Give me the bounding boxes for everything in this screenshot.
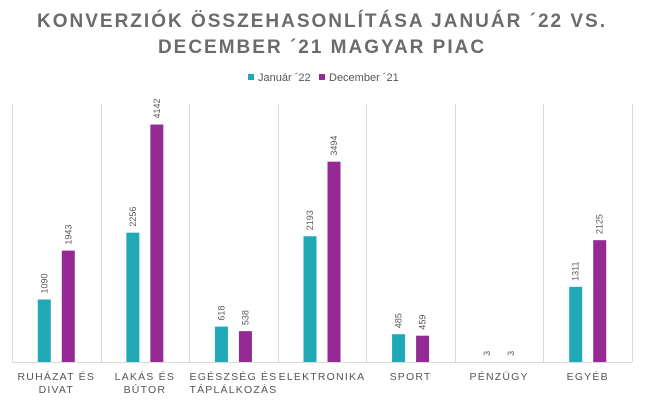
- category-label: EGÉSZSÉG ÉS: [189, 370, 277, 383]
- legend-label: Január ´22: [258, 72, 311, 84]
- bar: [416, 335, 430, 362]
- chart-title-line: KONVERZIÓK ÖSSZEHASONLÍTÁSA JANUÁR ´22 V…: [37, 10, 607, 32]
- data-label: 1943: [63, 225, 73, 245]
- bar: [593, 240, 607, 362]
- category-label: PÉNZÜGY: [470, 370, 529, 383]
- data-label: 3: [482, 351, 492, 356]
- category-label: ELEKTRONIKA: [279, 371, 366, 383]
- bar: [150, 124, 164, 362]
- legend-swatch: [248, 74, 254, 80]
- chart-title: KONVERZIÓK ÖSSZEHASONLÍTÁSA JANUÁR ´22 V…: [37, 10, 607, 58]
- data-label: 4142: [152, 98, 162, 118]
- data-label: 618: [216, 306, 226, 321]
- bar: [126, 232, 140, 362]
- bar: [61, 250, 75, 362]
- bar: [214, 326, 228, 362]
- category-label: SPORT: [390, 371, 432, 383]
- category-label: TÁPLÁLKOZÁS: [189, 383, 277, 396]
- legend-swatch: [319, 74, 325, 80]
- category-label: LAKÁS ÉS: [115, 370, 175, 383]
- bar: [327, 161, 341, 362]
- data-label: 1090: [39, 273, 49, 293]
- category-label: RUHÁZAT ÉS: [18, 370, 96, 383]
- bar: [569, 286, 583, 362]
- legend: Január ´22 December ´21: [248, 72, 399, 84]
- bar: [303, 236, 317, 362]
- bar: [238, 331, 252, 362]
- data-label: 1311: [571, 261, 581, 280]
- bar: [392, 334, 406, 362]
- data-label: 3: [506, 351, 516, 356]
- legend-label: December ´21: [329, 72, 399, 84]
- chart-title-line: DECEMBER ´21 MAGYAR PIAC: [158, 37, 486, 58]
- data-label: 485: [394, 313, 404, 328]
- data-label: 2256: [128, 207, 138, 227]
- data-label: 538: [240, 310, 250, 325]
- data-label: 3494: [329, 136, 339, 156]
- data-label: 459: [418, 315, 428, 330]
- category-label: EGYÉB: [567, 370, 609, 383]
- data-label: 2193: [305, 210, 315, 230]
- data-label: 2125: [595, 214, 605, 234]
- bar: [37, 299, 51, 362]
- category-label: BÚTOR: [124, 383, 167, 396]
- category-label: DIVAT: [39, 384, 74, 396]
